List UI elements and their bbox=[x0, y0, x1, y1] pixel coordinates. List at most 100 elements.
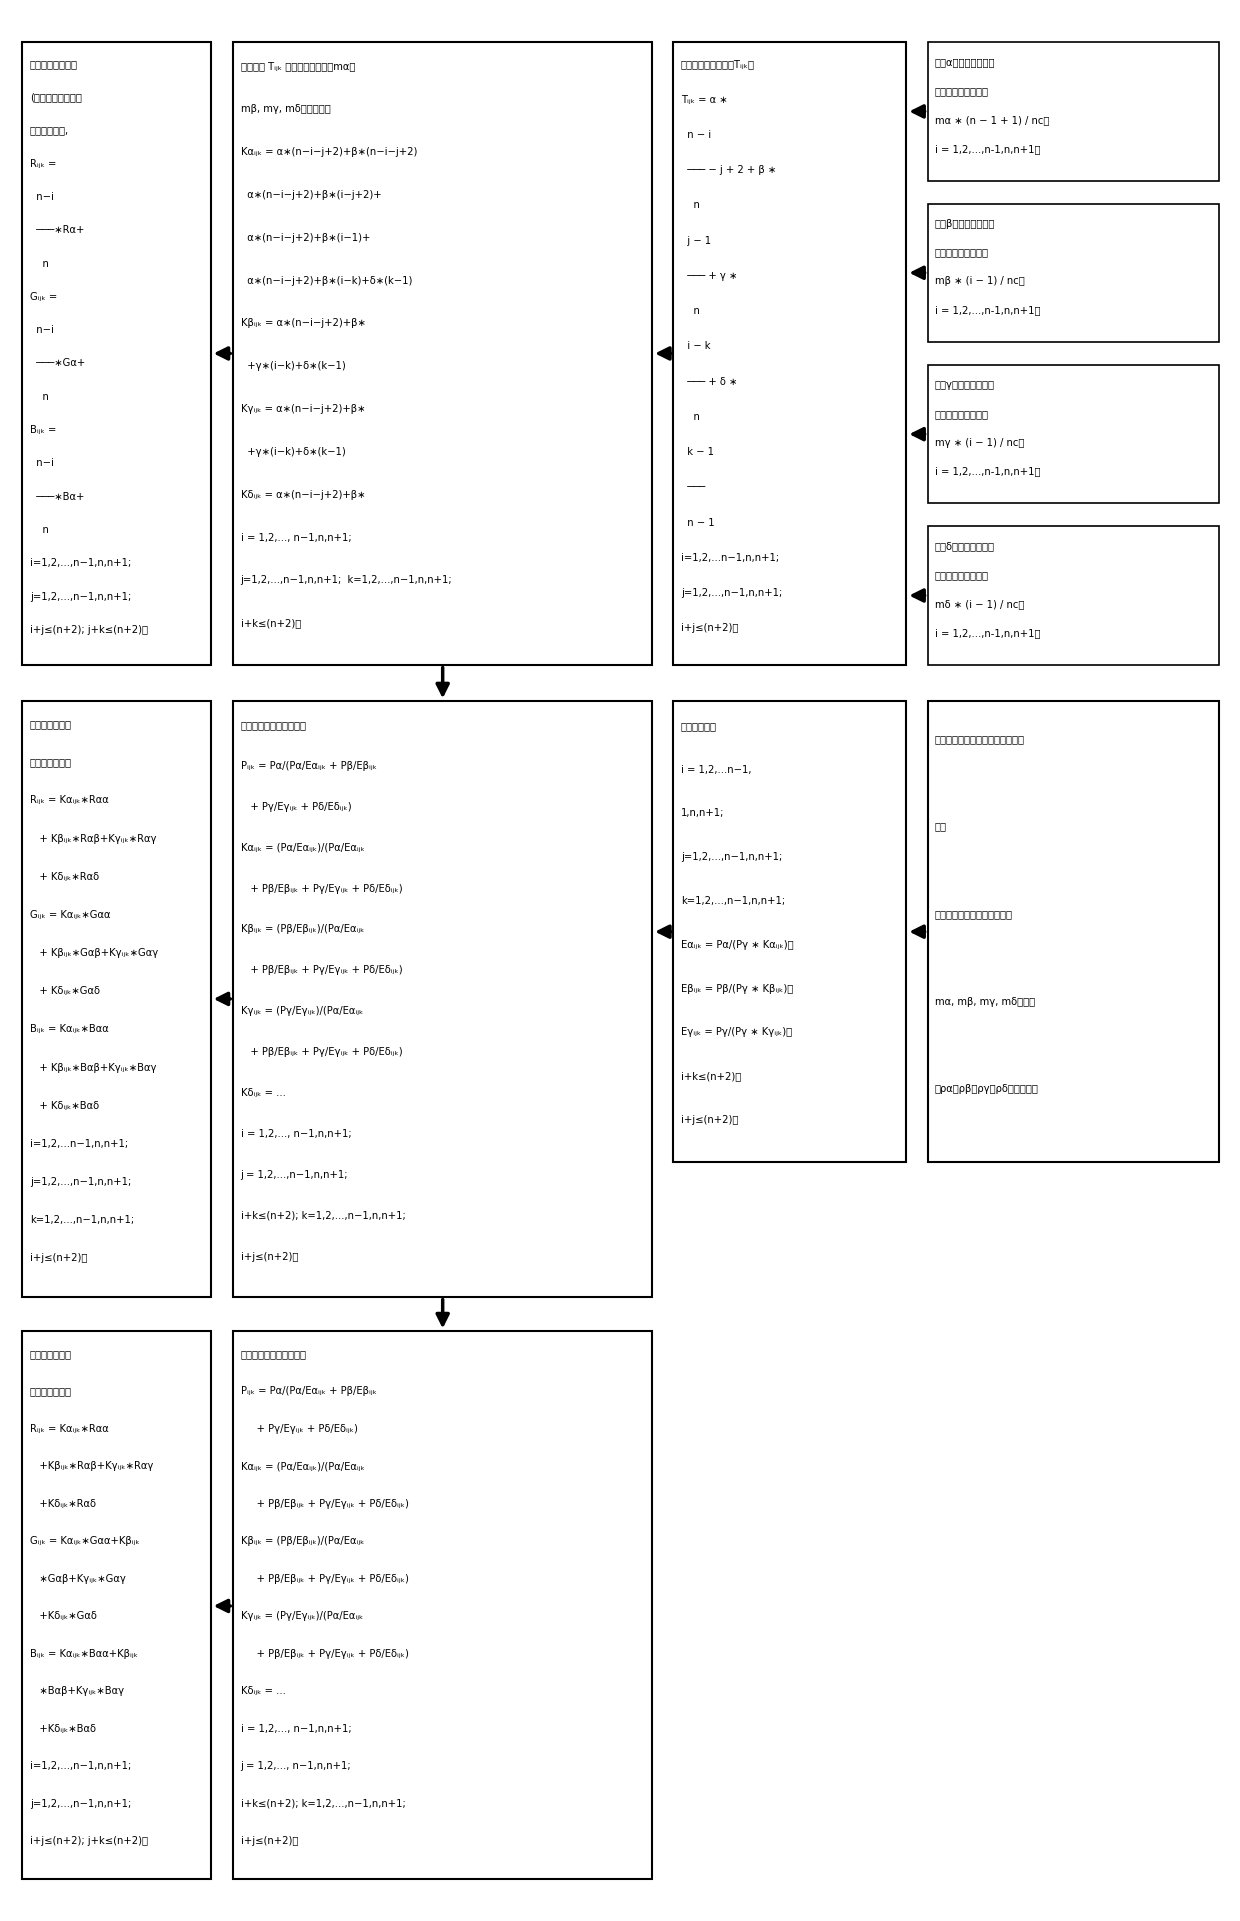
Text: i = 1,2,...,n-1,n,n+1。: i = 1,2,...,n-1,n,n+1。 bbox=[935, 467, 1040, 476]
Bar bbox=[22, 1331, 211, 1879]
Text: j=1,2,...,n−1,n,n+1;: j=1,2,...,n−1,n,n+1; bbox=[30, 1178, 131, 1187]
Text: 设算方列以其填充，: 设算方列以其填充， bbox=[935, 86, 990, 96]
Text: Kαᵢⱼₖ = (Pα/Eαᵢⱼₖ)/(Pα/Eαᵢⱼₖ: Kαᵢⱼₖ = (Pα/Eαᵢⱼₖ)/(Pα/Eαᵢⱼₖ bbox=[241, 843, 365, 853]
Text: n − i: n − i bbox=[681, 131, 711, 140]
Text: j=1,2,...,n−1,n,n+1;: j=1,2,...,n−1,n,n+1; bbox=[30, 1798, 131, 1808]
Text: 给均匀存基色存储矩阵，: 给均匀存基色存储矩阵， bbox=[241, 720, 306, 730]
Text: 1,n,n+1;: 1,n,n+1; bbox=[681, 809, 724, 818]
Text: j=1,2,...,n−1,n,n+1;  k=1,2,...,n−1,n,n+1;: j=1,2,...,n−1,n,n+1; k=1,2,...,n−1,n,n+1… bbox=[241, 576, 453, 586]
Text: i+k≤(n+2)；: i+k≤(n+2)； bbox=[681, 1072, 742, 1082]
Text: 按算δ颜色量存储器，: 按算δ颜色量存储器， bbox=[935, 542, 994, 551]
Text: mδ ∗ (i − 1) / nc，: mδ ∗ (i − 1) / nc， bbox=[935, 599, 1024, 609]
Text: (按均匀量存储子矩: (按均匀量存储子矩 bbox=[30, 92, 82, 102]
Text: + Pβ/Eβᵢⱼₖ + Pγ/Eγᵢⱼₖ + Pδ/Eδᵢⱼₖ): + Pβ/Eβᵢⱼₖ + Pγ/Eγᵢⱼₖ + Pδ/Eδᵢⱼₖ) bbox=[241, 1498, 408, 1508]
Text: i+j≤(n+2)。: i+j≤(n+2)。 bbox=[241, 1836, 298, 1846]
Text: Bᵢⱼₖ = Kαᵢⱼₖ∗Bαα: Bᵢⱼₖ = Kαᵢⱼₖ∗Bαα bbox=[30, 1024, 109, 1033]
Text: Kβᵢⱼₖ = (Pβ/Eβᵢⱼₖ)/(Pα/Eαᵢⱼₖ: Kβᵢⱼₖ = (Pβ/Eβᵢⱼₖ)/(Pα/Eαᵢⱼₖ bbox=[241, 924, 365, 934]
Text: Gᵢⱼₖ = Kαᵢⱼₖ∗Gαα: Gᵢⱼₖ = Kαᵢⱼₖ∗Gαα bbox=[30, 911, 110, 920]
Text: mβ, mγ, mδ的存储量，: mβ, mγ, mδ的存储量， bbox=[241, 104, 330, 115]
Bar bbox=[22, 701, 211, 1297]
Text: 设算方列以其填充，: 设算方列以其填充， bbox=[935, 409, 990, 419]
Text: 染色纺存基色变观矩阵，: 染色纺存基色变观矩阵， bbox=[241, 1349, 306, 1358]
Text: i = 1,2,..., n−1,n,n+1;: i = 1,2,..., n−1,n,n+1; bbox=[241, 1723, 351, 1733]
Text: Eγᵢⱼₖ = Pγ/(Pγ ∗ Kγᵢⱼₖ)；: Eγᵢⱼₖ = Pγ/(Pγ ∗ Kγᵢⱼₖ)； bbox=[681, 1028, 792, 1037]
Text: ∗Gαβ+Kγᵢⱼₖ∗Gαγ: ∗Gαβ+Kγᵢⱼₖ∗Gαγ bbox=[30, 1573, 125, 1583]
Text: +Kδᵢⱼₖ∗Gαδ: +Kδᵢⱼₖ∗Gαδ bbox=[30, 1612, 97, 1621]
Text: j=1,2,...,n−1,n,n+1;: j=1,2,...,n−1,n,n+1; bbox=[681, 853, 782, 863]
Text: ─── + δ ∗: ─── + δ ∗ bbox=[681, 377, 737, 386]
Text: n−i: n−i bbox=[30, 459, 53, 469]
Text: 给子矩阵 Tᵢⱼₖ 中四基色存储矩阵mα，: 给子矩阵 Tᵢⱼₖ 中四基色存储矩阵mα， bbox=[241, 61, 355, 71]
Text: Pᵢⱼₖ = Pα/(Pα/Eαᵢⱼₖ + Pβ/Eβᵢⱼₖ: Pᵢⱼₖ = Pα/(Pα/Eαᵢⱼₖ + Pβ/Eβᵢⱼₖ bbox=[241, 1387, 377, 1397]
Text: i+k≤(n+2)。: i+k≤(n+2)。 bbox=[241, 619, 301, 628]
Text: + Pγ/Eγᵢⱼₖ + Pδ/Eδᵢⱼₖ): + Pγ/Eγᵢⱼₖ + Pδ/Eδᵢⱼₖ) bbox=[241, 1423, 357, 1433]
Text: n−i: n−i bbox=[30, 325, 53, 334]
Text: j = 1,2,...,n−1,n,n+1;: j = 1,2,...,n−1,n,n+1; bbox=[241, 1170, 348, 1179]
Text: + Kδᵢⱼₖ∗Bαδ: + Kδᵢⱼₖ∗Bαδ bbox=[30, 1101, 99, 1110]
Bar bbox=[673, 42, 906, 665]
Text: 阵颜色存储量,: 阵颜色存储量, bbox=[30, 125, 69, 134]
Text: + Pβ/Eβᵢⱼₖ + Pγ/Eγᵢⱼₖ + Pδ/Eδᵢⱼₖ): + Pβ/Eβᵢⱼₖ + Pγ/Eγᵢⱼₖ + Pδ/Eδᵢⱼₖ) bbox=[241, 964, 402, 976]
Text: +Kδᵢⱼₖ∗Bαδ: +Kδᵢⱼₖ∗Bαδ bbox=[30, 1723, 95, 1733]
Text: 染色纺存基色变: 染色纺存基色变 bbox=[30, 718, 72, 730]
Text: ∗Bαβ+Kγᵢⱼₖ∗Bαγ: ∗Bαβ+Kγᵢⱼₖ∗Bαγ bbox=[30, 1687, 124, 1696]
Text: +Kδᵢⱼₖ∗Rαδ: +Kδᵢⱼₖ∗Rαδ bbox=[30, 1498, 95, 1508]
Text: n: n bbox=[681, 305, 699, 317]
Text: 按均匀量存储矩阵: 按均匀量存储矩阵 bbox=[30, 60, 78, 69]
Text: k=1,2,...,n−1,n,n+1;: k=1,2,...,n−1,n,n+1; bbox=[681, 895, 785, 907]
Text: Kδᵢⱼₖ = ...: Kδᵢⱼₖ = ... bbox=[241, 1687, 285, 1696]
Text: Kαᵢⱼₖ = α∗(n−i−j+2)+β∗(n−i−j+2): Kαᵢⱼₖ = α∗(n−i−j+2)+β∗(n−i−j+2) bbox=[241, 148, 417, 158]
Text: mα, mβ, mγ, mδ分别制: mα, mβ, mγ, mδ分别制 bbox=[935, 997, 1035, 1007]
Text: ─── − j + 2 + β ∗: ─── − j + 2 + β ∗ bbox=[681, 165, 776, 175]
Text: 按算β颜色量存储器，: 按算β颜色量存储器， bbox=[935, 219, 996, 229]
Text: ───∗Gα+: ───∗Gα+ bbox=[30, 359, 86, 369]
Bar bbox=[673, 701, 906, 1162]
Bar bbox=[928, 365, 1219, 503]
Text: 染色纺存基色变: 染色纺存基色变 bbox=[30, 1349, 72, 1358]
Text: i+j≤(n+2)。: i+j≤(n+2)。 bbox=[681, 1114, 738, 1126]
Bar bbox=[233, 701, 652, 1297]
Text: Kβᵢⱼₖ = α∗(n−i−j+2)+β∗: Kβᵢⱼₖ = α∗(n−i−j+2)+β∗ bbox=[241, 319, 366, 328]
Text: Kβᵢⱼₖ = (Pβ/Eβᵢⱼₖ)/(Pα/Eαᵢⱼₖ: Kβᵢⱼₖ = (Pβ/Eβᵢⱼₖ)/(Pα/Eαᵢⱼₖ bbox=[241, 1537, 365, 1546]
Text: i+k≤(n+2); k=1,2,...,n−1,n,n+1;: i+k≤(n+2); k=1,2,...,n−1,n,n+1; bbox=[241, 1210, 405, 1220]
Text: Eαᵢⱼₖ = Pα/(Pγ ∗ Kαᵢⱼₖ)；: Eαᵢⱼₖ = Pα/(Pγ ∗ Kαᵢⱼₖ)； bbox=[681, 939, 794, 949]
Text: 染色纺存量，: 染色纺存量， bbox=[681, 720, 717, 730]
Text: Kδᵢⱼₖ = ...: Kδᵢⱼₖ = ... bbox=[241, 1087, 285, 1099]
Text: + Kδᵢⱼₖ∗Rαδ: + Kδᵢⱼₖ∗Rαδ bbox=[30, 872, 99, 882]
Text: 设算方列以其填充，: 设算方列以其填充， bbox=[935, 248, 990, 257]
Text: mβ ∗ (i − 1) / nc，: mβ ∗ (i − 1) / nc， bbox=[935, 277, 1024, 286]
Text: ─── + γ ∗: ─── + γ ∗ bbox=[681, 271, 737, 280]
Text: i=1,2,...n−1,n,n+1;: i=1,2,...n−1,n,n+1; bbox=[30, 1139, 128, 1149]
Text: + Pβ/Eβᵢⱼₖ + Pγ/Eγᵢⱼₖ + Pδ/Eδᵢⱼₖ): + Pβ/Eβᵢⱼₖ + Pγ/Eγᵢⱼₖ + Pδ/Eδᵢⱼₖ) bbox=[241, 1573, 408, 1583]
Text: k=1,2,...,n−1,n,n+1;: k=1,2,...,n−1,n,n+1; bbox=[30, 1216, 134, 1226]
Text: Pᵢⱼₖ = Pα/(Pα/Eαᵢⱼₖ + Pβ/Eβᵢⱼₖ: Pᵢⱼₖ = Pα/(Pα/Eαᵢⱼₖ + Pβ/Eβᵢⱼₖ bbox=[241, 761, 377, 770]
Text: Rᵢⱼₖ = Kαᵢⱼₖ∗Rαα: Rᵢⱼₖ = Kαᵢⱼₖ∗Rαα bbox=[30, 795, 109, 805]
Text: k − 1: k − 1 bbox=[681, 448, 714, 457]
Text: Kγᵢⱼₖ = (Pγ/Eγᵢⱼₖ)/(Pα/Eαᵢⱼₖ: Kγᵢⱼₖ = (Pγ/Eγᵢⱼₖ)/(Pα/Eαᵢⱼₖ bbox=[241, 1007, 363, 1016]
Text: n: n bbox=[681, 200, 699, 211]
Text: n−i: n−i bbox=[30, 192, 53, 202]
Text: + Kβᵢⱼₖ∗Rαβ+Kγᵢⱼₖ∗Rαγ: + Kβᵢⱼₖ∗Rαβ+Kγᵢⱼₖ∗Rαγ bbox=[30, 834, 156, 843]
Text: j − 1: j − 1 bbox=[681, 236, 711, 246]
Text: i+j≤(n+2)。: i+j≤(n+2)。 bbox=[30, 1252, 87, 1264]
Text: + Pβ/Eβᵢⱼₖ + Pγ/Eγᵢⱼₖ + Pδ/Eδᵢⱼₖ): + Pβ/Eβᵢⱼₖ + Pγ/Eγᵢⱼₖ + Pδ/Eδᵢⱼₖ) bbox=[241, 1047, 402, 1057]
Text: 按算四基色存储矩阵Tᵢⱼₖ，: 按算四基色存储矩阵Tᵢⱼₖ， bbox=[681, 60, 755, 69]
Text: +γ∗(i−k)+δ∗(k−1): +γ∗(i−k)+δ∗(k−1) bbox=[241, 448, 345, 457]
Bar bbox=[233, 1331, 652, 1879]
Text: ───∗Bα+: ───∗Bα+ bbox=[30, 492, 84, 501]
Bar bbox=[233, 42, 652, 665]
Text: 观矩阵量存储，: 观矩阵量存储， bbox=[30, 1387, 72, 1397]
Text: 非，: 非， bbox=[935, 822, 947, 832]
Text: i=1,2,...n−1,n,n+1;: i=1,2,...n−1,n,n+1; bbox=[681, 553, 779, 563]
Text: i = 1,2,...,n-1,n,n+1。: i = 1,2,...,n-1,n,n+1。 bbox=[935, 144, 1040, 154]
Bar bbox=[928, 701, 1219, 1162]
Text: α∗(n−i−j+2)+β∗(i−j+2)+: α∗(n−i−j+2)+β∗(i−j+2)+ bbox=[241, 190, 381, 200]
Text: +Kβᵢⱼₖ∗Rαβ+Kγᵢⱼₖ∗Rαγ: +Kβᵢⱼₖ∗Rαβ+Kγᵢⱼₖ∗Rαγ bbox=[30, 1462, 153, 1471]
Text: Rᵢⱼₖ =: Rᵢⱼₖ = bbox=[30, 159, 56, 169]
Text: + Pγ/Eγᵢⱼₖ + Pδ/Eδᵢⱼₖ): + Pγ/Eγᵢⱼₖ + Pδ/Eδᵢⱼₖ) bbox=[241, 801, 351, 813]
Text: Kγᵢⱼₖ = α∗(n−i−j+2)+β∗: Kγᵢⱼₖ = α∗(n−i−j+2)+β∗ bbox=[241, 403, 365, 415]
Text: i=1,2,...,n−1,n,n+1;: i=1,2,...,n−1,n,n+1; bbox=[30, 1762, 131, 1771]
Text: ───∗Rα+: ───∗Rα+ bbox=[30, 225, 84, 234]
Text: Gᵢⱼₖ = Kαᵢⱼₖ∗Gαα+Kβᵢⱼₖ: Gᵢⱼₖ = Kαᵢⱼₖ∗Gαα+Kβᵢⱼₖ bbox=[30, 1537, 140, 1546]
Text: mγ ∗ (i − 1) / nc，: mγ ∗ (i − 1) / nc， bbox=[935, 438, 1024, 448]
